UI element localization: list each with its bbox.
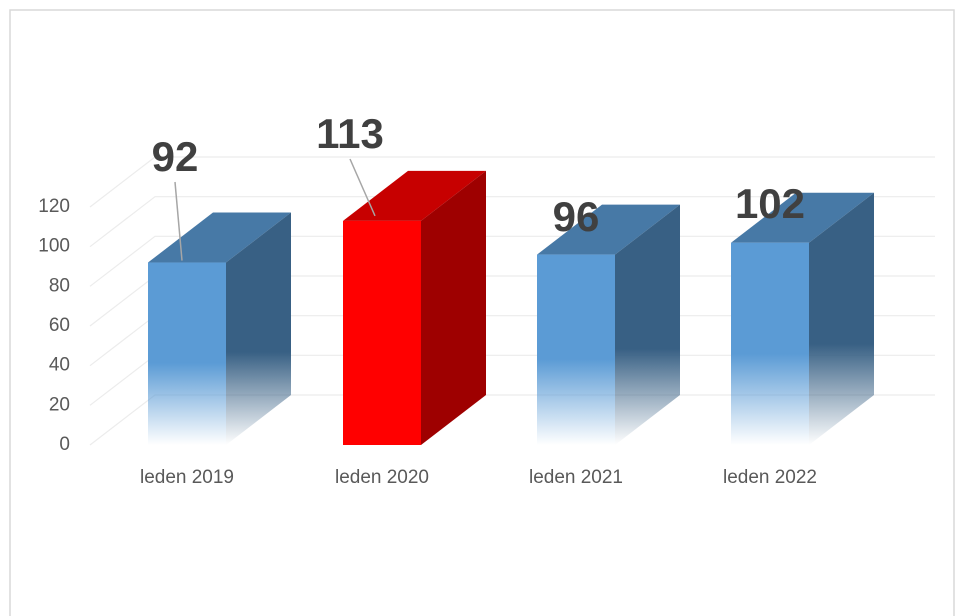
x-tick-label: leden 2020	[335, 467, 429, 488]
y-tick-label: 40	[49, 355, 70, 376]
leader-line	[349, 158, 376, 217]
x-tick-label: leden 2019	[140, 467, 234, 488]
data-label: 113	[316, 110, 384, 157]
x-tick-label: leden 2022	[723, 467, 817, 488]
y-tick-label: 100	[38, 236, 70, 257]
data-label: 96	[553, 193, 600, 240]
bar	[731, 242, 809, 445]
bar-side	[226, 212, 291, 445]
grid-line	[89, 156, 935, 208]
y-tick-label: 120	[38, 196, 70, 217]
bar-side	[421, 170, 486, 445]
bar	[343, 220, 421, 445]
bar-side	[809, 192, 874, 445]
x-tick-label: leden 2021	[529, 467, 623, 488]
bar	[537, 254, 615, 445]
y-tick-label: 20	[49, 394, 70, 415]
y-tick-label: 0	[59, 434, 70, 455]
y-tick-label: 80	[49, 275, 70, 296]
leader-line	[174, 181, 183, 261]
bar-top	[148, 212, 291, 263]
bar-top	[731, 192, 874, 243]
bar-top	[537, 204, 680, 255]
data-label: 102	[735, 180, 805, 227]
bar-side	[615, 204, 680, 445]
bar	[148, 262, 226, 445]
bar-top	[343, 170, 486, 221]
data-label: 92	[152, 133, 199, 180]
grid-line	[89, 196, 935, 248]
y-tick-label: 60	[49, 315, 70, 336]
